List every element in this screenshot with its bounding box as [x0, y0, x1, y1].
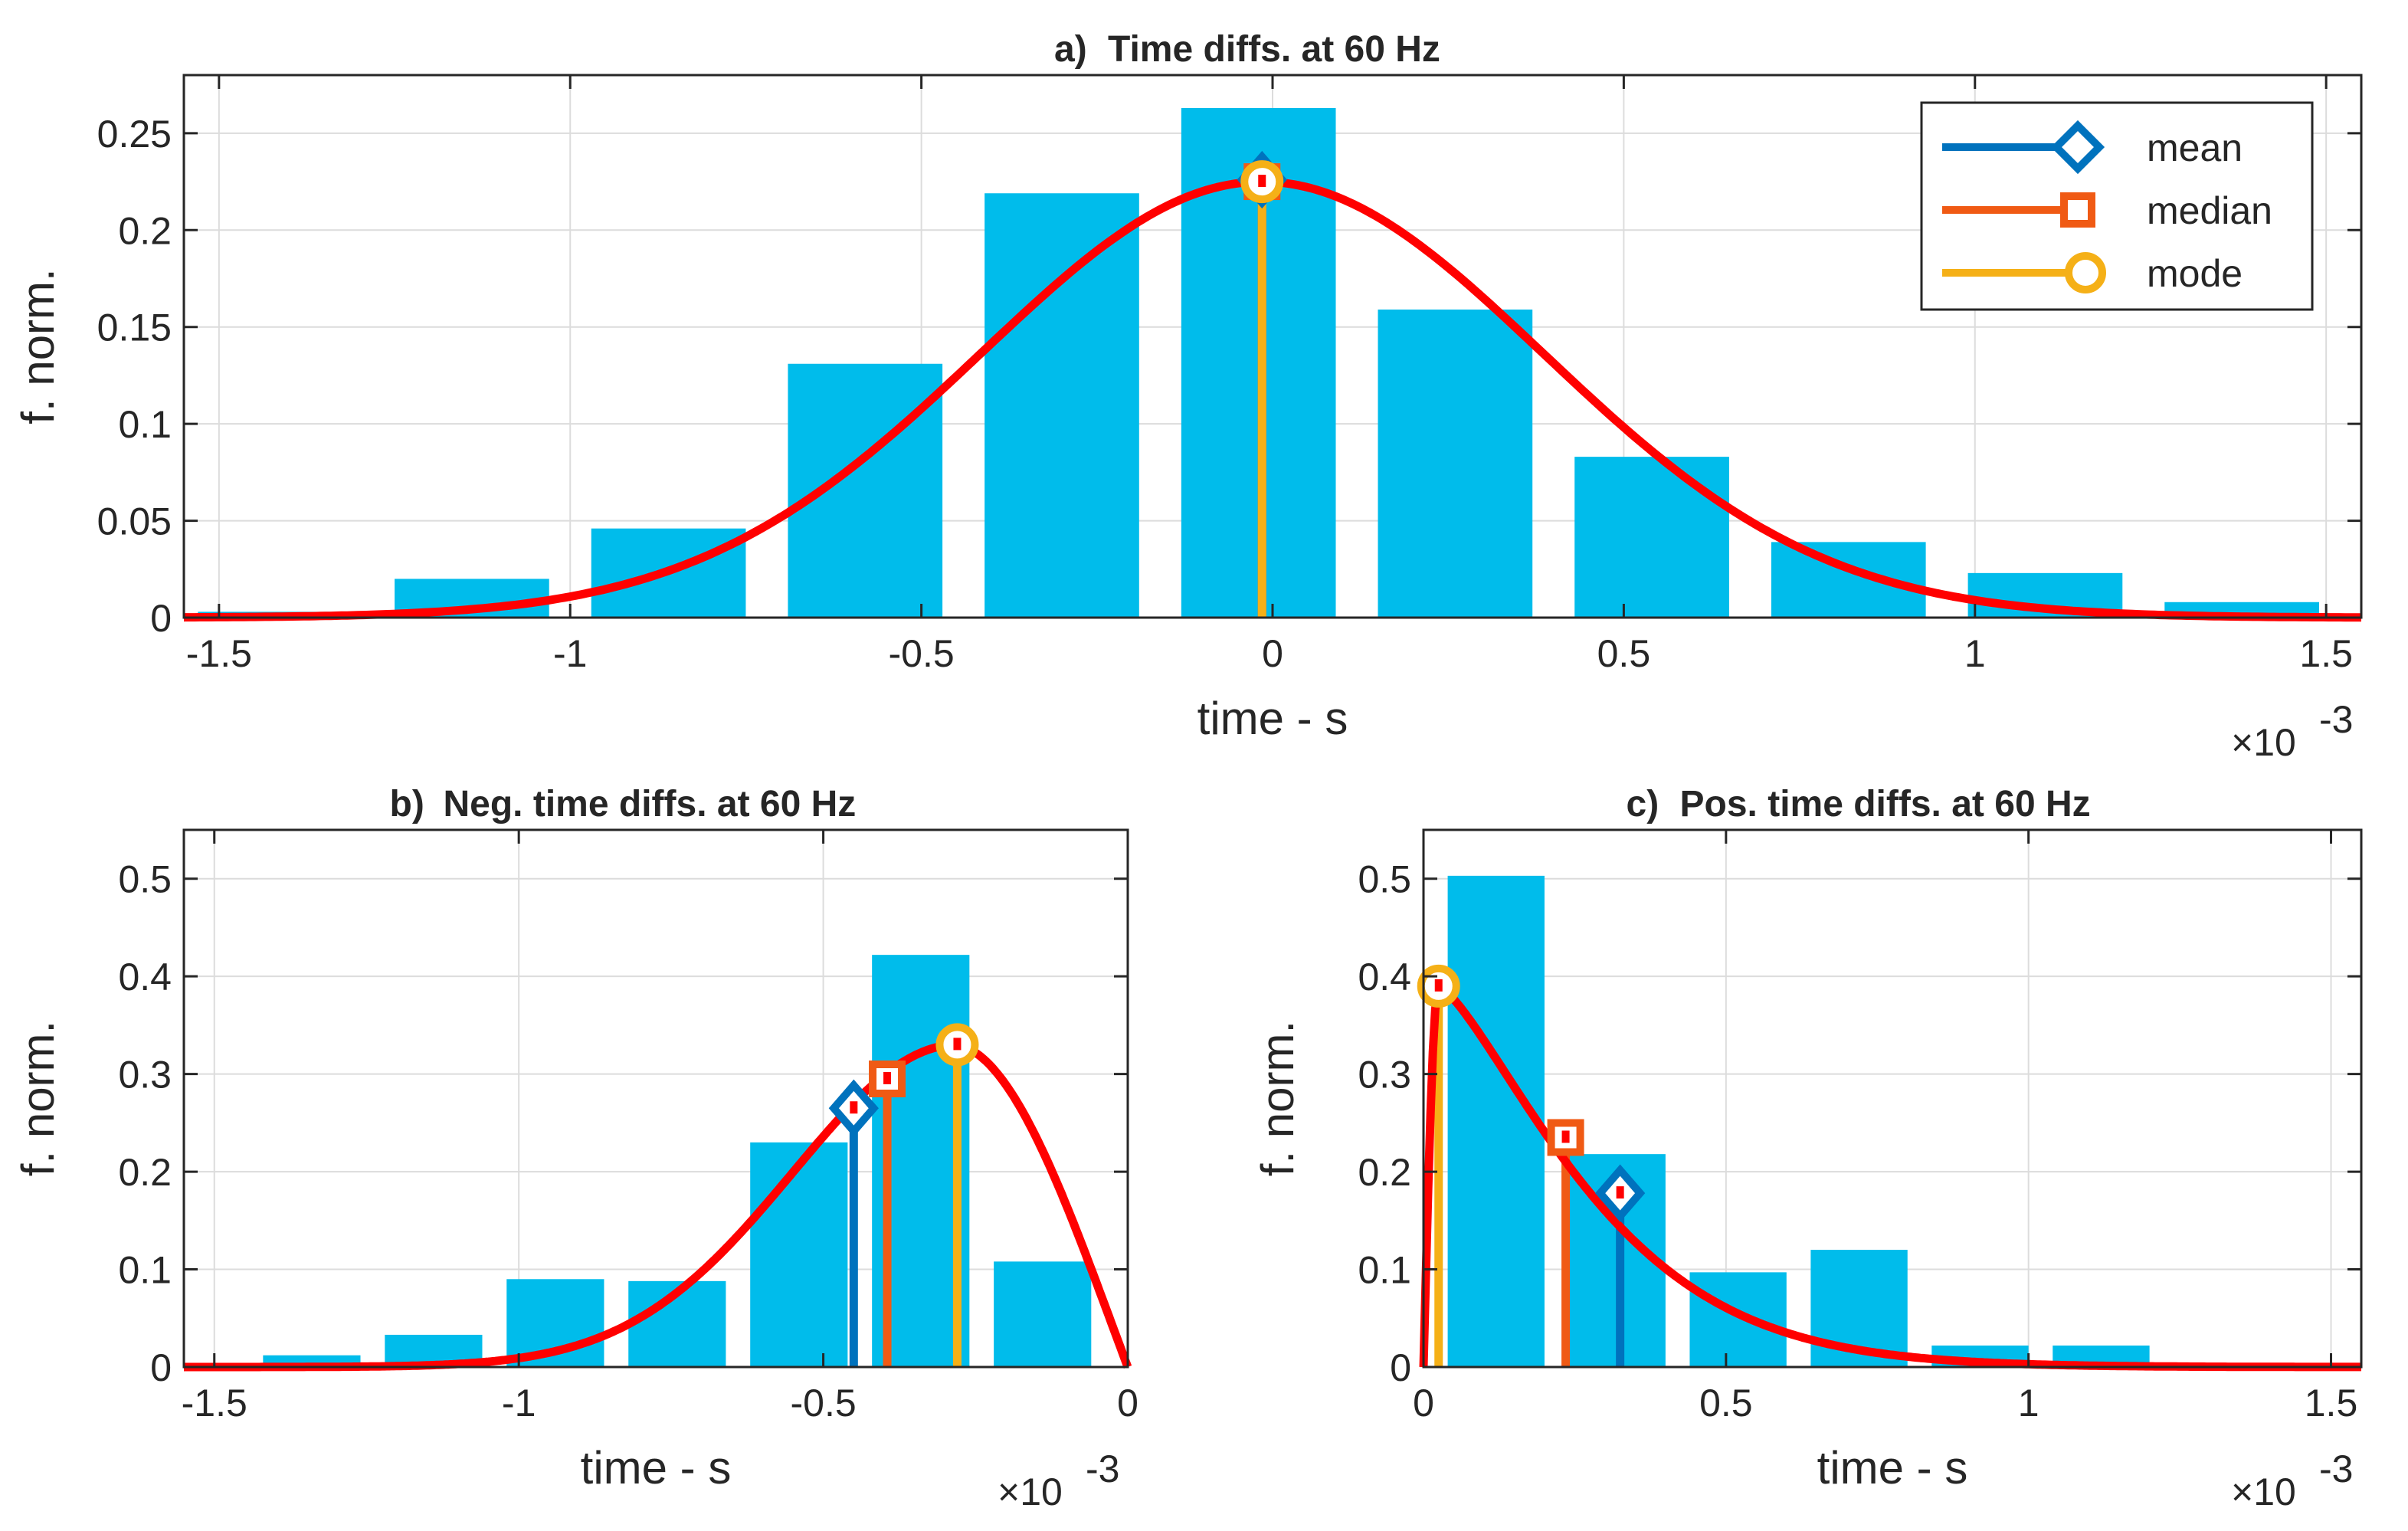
histogram-bar: [984, 193, 1139, 618]
histogram-bar: [994, 1261, 1092, 1367]
y-tick-label: 0.3: [118, 1054, 172, 1097]
histogram-bar: [788, 363, 943, 618]
diamond-icon: [2050, 120, 2105, 175]
y-tick-label: 0.3: [1358, 1054, 1411, 1097]
panel-c: 0 0.5 1 1.5 0 0.1 0.2 0.3 0.4 0.5 c) Pos. time di…: [1252, 784, 2364, 1513]
y-tick-label: 0.4: [1358, 956, 1411, 998]
x-tick-label: -1: [553, 632, 587, 675]
x-tick-label: 0.5: [1699, 1382, 1753, 1424]
x-tick-label: 0: [1262, 632, 1283, 675]
panel-b-y-axis-label: f. norm.: [12, 1021, 64, 1176]
y-tick-label: 0.4: [118, 956, 172, 998]
panel-b-title-prefix: b): [390, 784, 424, 825]
panel-a-title: Time diffs. at 60 Hz: [1108, 29, 1440, 70]
histogram-bar: [1689, 1272, 1787, 1367]
panel-a-title-prefix: a): [1054, 29, 1087, 70]
panel-c-title-prefix: c): [1627, 784, 1659, 825]
panel-b-title: Neg. time diffs. at 60 Hz: [444, 784, 857, 825]
median-marker: [1547, 1119, 1584, 1156]
panel-b-x-exponent: ×10: [998, 1470, 1063, 1513]
y-tick-label: 0.5: [1358, 858, 1411, 901]
panel-a: -1.5 -1 -0.5 0 0.5 1 1.5 0 0.05 0.1 0.15 0.2 0.25 a)…: [12, 29, 2363, 764]
x-tick-label: 0: [1413, 1382, 1434, 1424]
x-tick-label: -1.5: [186, 632, 252, 675]
mode-marker-fit-point: [1258, 175, 1266, 188]
histogram-bar: [1574, 457, 1729, 618]
y-tick-label: 0.5: [118, 858, 172, 901]
y-tick-label: 0.2: [1358, 1151, 1411, 1194]
mode-marker-fit-point: [1434, 979, 1443, 992]
panel-c-y-axis-label: f. norm.: [1252, 1021, 1303, 1176]
median-marker-fit-point: [883, 1072, 892, 1085]
x-tick-label: -1: [502, 1382, 536, 1424]
panel-c-axes-box: [1422, 828, 2363, 1369]
mode-marker-fit-point: [953, 1038, 962, 1051]
y-tick-label: 0.05: [97, 500, 172, 543]
y-tick-label: 0: [1390, 1346, 1411, 1389]
panel-c-x-axis-label: time - s: [1817, 1442, 1968, 1493]
panel-a-y-axis-label: f. norm.: [12, 268, 64, 424]
x-tick-label: 0: [1117, 1382, 1138, 1424]
legend-entry-mean: mean: [1942, 120, 2243, 175]
legend-entry-mode: mode: [1942, 252, 2243, 295]
y-tick-label: 0.1: [118, 1249, 172, 1292]
square-icon: [2060, 192, 2095, 228]
x-tick-label: -1.5: [182, 1382, 247, 1424]
histogram-bar: [750, 1142, 848, 1367]
mean-marker-fit-point: [850, 1101, 858, 1114]
panel-b-x-exponent-power: -3: [1086, 1447, 1119, 1490]
y-tick-label: 0.1: [1358, 1249, 1411, 1292]
legend-mode-label: mode: [2147, 252, 2243, 295]
panel-a-x-exponent: ×10: [2231, 721, 2296, 764]
y-tick-label: 0.2: [118, 209, 172, 252]
x-tick-label: 1: [2018, 1382, 2039, 1424]
y-tick-label: 0: [150, 1346, 172, 1389]
y-tick-label: 0.15: [97, 307, 172, 349]
histogram-bar: [1447, 875, 1545, 1367]
panel-c-x-exponent: ×10: [2231, 1470, 2296, 1513]
x-tick-label: 1.5: [2299, 632, 2353, 675]
x-tick-label: 1: [1964, 632, 1986, 675]
median-marker-fit-point: [1561, 1130, 1570, 1143]
histogram-bar: [1378, 309, 1533, 618]
panel-c-title: Pos. time diffs. at 60 Hz: [1680, 784, 2091, 825]
panel-a-x-axis-label: time - s: [1197, 693, 1348, 744]
legend: mean median mode: [1920, 101, 2314, 311]
x-tick-label: 0.5: [1597, 632, 1651, 675]
panel-b-axes-box: [182, 828, 1129, 1369]
y-tick-label: 0.25: [97, 113, 172, 156]
x-tick-label: -0.5: [889, 632, 955, 675]
legend-entry-median: median: [1942, 189, 2272, 232]
legend-median-label: median: [2147, 189, 2272, 232]
x-tick-label: -0.5: [790, 1382, 856, 1424]
histogram-bar: [1771, 542, 1926, 618]
y-tick-label: 0.1: [118, 403, 172, 446]
y-tick-label: 0.2: [118, 1151, 172, 1194]
x-tick-label: 1.5: [2305, 1382, 2358, 1424]
panel-c-x-exponent-power: -3: [2319, 1447, 2353, 1490]
circle-icon: [2065, 252, 2106, 293]
mean-marker-fit-point: [1616, 1186, 1624, 1199]
panel-b-x-axis-label: time - s: [581, 1442, 732, 1493]
panel-b: -1.5 -1 -0.5 0 0 0.1 0.2 0.3 0.4 0.5 b) Neg. time…: [12, 784, 1138, 1513]
y-tick-label: 0: [150, 597, 172, 640]
legend-mean-label: mean: [2147, 126, 2243, 169]
panel-a-x-exponent-power: -3: [2319, 698, 2353, 741]
